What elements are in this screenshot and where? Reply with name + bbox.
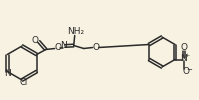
- Text: −: −: [186, 68, 192, 74]
- Text: O: O: [180, 42, 187, 52]
- Text: N: N: [60, 42, 67, 50]
- Text: O: O: [182, 68, 189, 76]
- Text: N: N: [4, 68, 11, 78]
- Text: NH₂: NH₂: [67, 27, 84, 36]
- Text: O: O: [55, 43, 62, 52]
- Text: O: O: [32, 36, 39, 45]
- Text: Cl: Cl: [20, 78, 28, 87]
- Text: N: N: [181, 54, 187, 63]
- Text: +: +: [184, 53, 189, 58]
- Text: O: O: [93, 43, 100, 52]
